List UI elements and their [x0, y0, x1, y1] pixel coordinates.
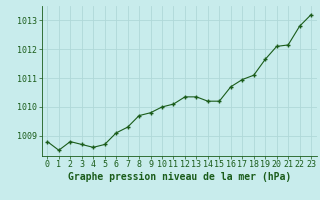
X-axis label: Graphe pression niveau de la mer (hPa): Graphe pression niveau de la mer (hPa)	[68, 172, 291, 182]
